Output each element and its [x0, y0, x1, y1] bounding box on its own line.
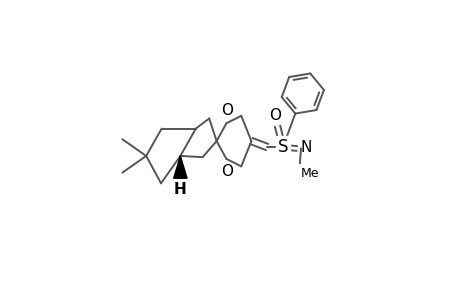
Text: H: H	[174, 182, 186, 197]
Text: S: S	[277, 138, 287, 156]
Text: Me: Me	[300, 167, 319, 180]
Text: O: O	[221, 103, 233, 118]
Text: O: O	[269, 108, 280, 123]
Text: N: N	[300, 140, 311, 155]
Text: O: O	[221, 164, 233, 179]
Polygon shape	[174, 156, 187, 178]
